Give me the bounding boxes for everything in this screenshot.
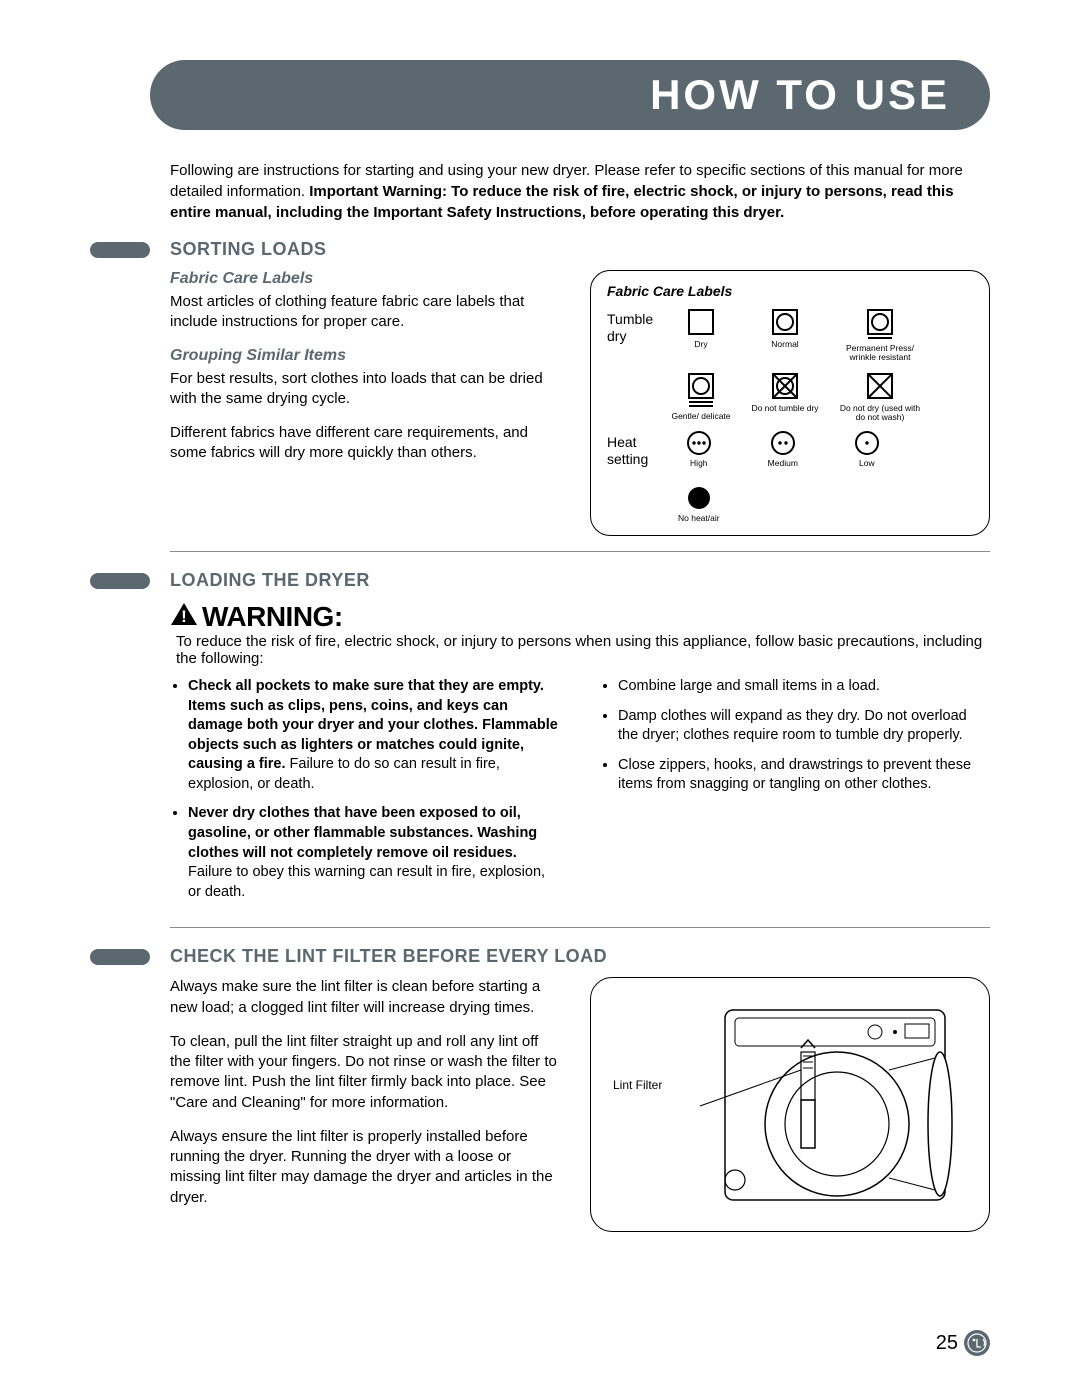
warning-text: To reduce the risk of fire, electric sho… — [176, 633, 990, 667]
warning-label: WARNING: — [202, 601, 343, 633]
lint-p2: To clean, pull the lint filter straight … — [170, 1032, 560, 1113]
lg-logo-icon — [964, 1330, 990, 1356]
nottumble-label: Do not tumble dry — [751, 404, 818, 413]
lint-title: CHECK THE LINT FILTER BEFORE EVERY LOAD — [170, 946, 607, 967]
sorting-text-col: Fabric Care Labels Most articles of clot… — [170, 270, 560, 536]
notdry-label: Do not dry (used with do not wash) — [835, 404, 925, 423]
permpress-label: Permanent Press/ wrinkle resistant — [835, 344, 925, 363]
dry-icon-wrap: Dry — [667, 307, 735, 363]
tumble-dry-label: Tumble dry — [607, 307, 667, 345]
loading-title: LOADING THE DRYER — [170, 570, 370, 591]
lint-p1: Always make sure the lint filter is clea… — [170, 977, 560, 1018]
nottumble-icon-wrap: Do not tumble dry — [751, 371, 819, 423]
noheat-label: No heat/air — [678, 514, 720, 523]
permpress-icon — [865, 307, 895, 341]
care-panel-title: Fabric Care Labels — [607, 283, 973, 299]
medium-label: Medium — [768, 459, 798, 468]
notdry-icon-wrap: Do not dry (used with do not wash) — [835, 371, 925, 423]
care-row-2: Gentle/ delicate Do not tumble dry Do no… — [607, 371, 973, 423]
high-icon-wrap: High — [665, 430, 733, 468]
notdry-icon — [865, 371, 895, 401]
lint-diagram-panel: Lint Filter — [590, 977, 990, 1232]
care-row-tumble: Tumble dry Dry Normal — [607, 307, 973, 363]
svg-text:!: ! — [181, 607, 187, 626]
sorting-section: SORTING LOADS Fabric Care Labels Most ar… — [90, 239, 990, 536]
low-icon-wrap: Low — [833, 430, 901, 468]
normal-icon — [770, 307, 800, 337]
lint-diagram-label: Lint Filter — [613, 1078, 662, 1092]
normal-label: Normal — [771, 340, 798, 349]
bullet-columns: Check all pockets to make sure that they… — [170, 677, 990, 912]
list-item: Damp clothes will expand as they dry. Do… — [618, 707, 990, 746]
pill-icon — [90, 573, 150, 589]
low-label: Low — [859, 459, 875, 468]
list-item: Close zippers, hooks, and drawstrings to… — [618, 756, 990, 795]
fabric-labels-text: Most articles of clothing feature fabric… — [170, 292, 560, 333]
sorting-title: SORTING LOADS — [170, 239, 327, 260]
page-title: HOW TO USE — [650, 71, 950, 119]
gentle-label: Gentle/ delicate — [671, 412, 730, 421]
grouping-p1: For best results, sort clothes into load… — [170, 369, 560, 410]
left-bullet-list: Check all pockets to make sure that they… — [170, 677, 560, 912]
high-label: High — [690, 459, 707, 468]
dryer-drawing-icon — [625, 1000, 955, 1210]
dry-label: Dry — [694, 340, 707, 349]
grouping-p2: Different fabrics have different care re… — [170, 423, 560, 464]
page-header: HOW TO USE — [150, 60, 990, 130]
right-bullet-list: Combine large and small items in a load.… — [600, 677, 990, 912]
grouping-heading: Grouping Similar Items — [170, 347, 560, 365]
dry-icon — [686, 307, 716, 337]
gentle-icon — [686, 371, 716, 409]
fabric-labels-heading: Fabric Care Labels — [170, 270, 560, 288]
warning-row: ! WARNING: To reduce the risk of fire, e… — [170, 601, 990, 667]
noheat-icon — [686, 485, 712, 511]
loading-section: LOADING THE DRYER ! WARNING: To reduce t… — [90, 570, 990, 912]
sorting-title-row: SORTING LOADS — [90, 239, 990, 260]
care-row-heat: Heat setting High Medium — [607, 430, 973, 523]
medium-icon — [770, 430, 796, 456]
page-footer: 25 — [936, 1330, 990, 1356]
lint-p3: Always ensure the lint filter is properl… — [170, 1127, 560, 1208]
divider-2 — [170, 927, 990, 928]
medium-icon-wrap: Medium — [749, 430, 817, 468]
heat-label: Heat setting — [607, 430, 665, 468]
pill-icon — [90, 949, 150, 965]
fabric-care-panel: Fabric Care Labels Tumble dry Dry Normal — [590, 270, 990, 536]
intro-paragraph: Following are instructions for starting … — [170, 160, 990, 223]
warning-triangle-icon: ! — [170, 602, 198, 626]
divider-1 — [170, 551, 990, 552]
low-icon — [854, 430, 880, 456]
lint-section: CHECK THE LINT FILTER BEFORE EVERY LOAD … — [90, 946, 990, 1232]
page-number: 25 — [936, 1332, 958, 1355]
noheat-icon-wrap: No heat/air — [665, 485, 733, 523]
permpress-icon-wrap: Permanent Press/ wrinkle resistant — [835, 307, 925, 363]
nottumble-icon — [770, 371, 800, 401]
gentle-icon-wrap: Gentle/ delicate — [667, 371, 735, 423]
list-item: Combine large and small items in a load. — [618, 677, 990, 697]
pill-icon — [90, 242, 150, 258]
high-icon — [686, 430, 712, 456]
normal-icon-wrap: Normal — [751, 307, 819, 363]
list-item: Never dry clothes that have been exposed… — [188, 804, 560, 902]
list-item: Check all pockets to make sure that they… — [188, 677, 560, 794]
lint-text-col: Always make sure the lint filter is clea… — [170, 977, 560, 1232]
